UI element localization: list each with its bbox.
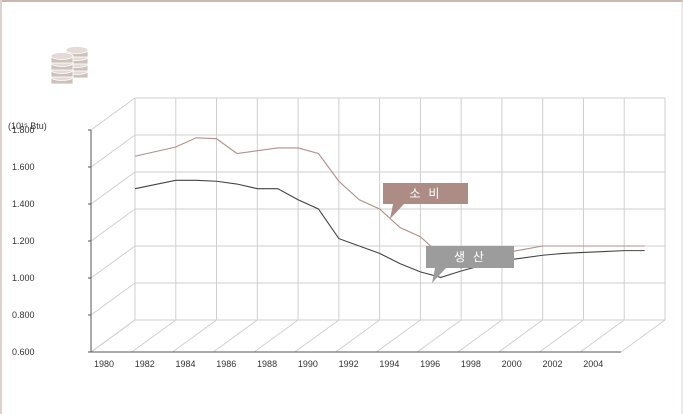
- x-tick-label: 1986: [216, 359, 236, 369]
- grid-floor-diagonal: [416, 319, 462, 353]
- grid-diagonal: [90, 208, 136, 242]
- grid-floor-diagonal: [539, 319, 584, 353]
- consumption-line: [134, 137, 645, 269]
- callout-box: [383, 183, 468, 204]
- y-tick-label: 1.200: [12, 236, 35, 246]
- grid: [90, 97, 666, 353]
- y-tick-label: 1.600: [12, 162, 35, 172]
- grid-floor-diagonal: [376, 319, 421, 353]
- disc-top: [50, 52, 74, 60]
- disc-top: [65, 46, 89, 54]
- grid-floor-diagonal: [253, 319, 299, 353]
- disc-stack-front: [50, 52, 74, 85]
- series-callouts: 소 비생 산: [383, 183, 514, 283]
- y-tick-label: 0.600: [12, 347, 35, 357]
- callout-pointer: [390, 204, 404, 219]
- consumption-callout: 소 비: [383, 183, 468, 219]
- grid-diagonal: [90, 97, 136, 131]
- production-line: [134, 179, 645, 279]
- series-lines: [134, 137, 645, 279]
- grid-floor-diagonal: [294, 319, 340, 353]
- grid-floor-diagonal: [213, 319, 258, 353]
- x-tick-label: 1980: [94, 359, 114, 369]
- grid-diagonal: [90, 245, 136, 279]
- callout-label: 소 비: [410, 187, 442, 201]
- grid-floor-diagonal: [131, 319, 177, 353]
- axes: [88, 129, 621, 353]
- grid-floor-diagonal: [579, 319, 625, 353]
- y-tick-label: 0.800: [12, 310, 35, 320]
- callout-box: [426, 246, 514, 268]
- grid-diagonal: [90, 134, 136, 168]
- x-tick-label: 1984: [176, 359, 196, 369]
- x-tick-label: 1998: [461, 359, 481, 369]
- y-tick-label: 1.800: [12, 125, 35, 135]
- y-tick-label: 1.000: [12, 273, 35, 283]
- grid-floor-diagonal: [457, 319, 503, 353]
- production-callout: 생 산: [426, 246, 514, 283]
- grid-floor-diagonal: [90, 319, 136, 353]
- grid-floor-diagonal: [335, 319, 380, 353]
- grid-floor-diagonal: [172, 319, 217, 353]
- database-stack-icon: [50, 46, 89, 85]
- y-unit-label: (10¹⁵ Btu): [8, 121, 47, 131]
- x-tick-label: 2002: [542, 359, 562, 369]
- grid-diagonal: [90, 171, 136, 205]
- x-tick-label: 1994: [379, 359, 399, 369]
- x-tick-label: 1990: [298, 359, 318, 369]
- grid-floor-diagonal: [498, 319, 543, 353]
- callout-pointer: [432, 268, 446, 283]
- x-tick-label: 1992: [339, 359, 359, 369]
- y-tick-label: 1.400: [12, 199, 35, 209]
- x-tick-labels: 1980 1982 1984 1986 1988 1990 1992 1994 1996 1998…: [94, 359, 603, 369]
- x-tick-label: 2000: [502, 359, 522, 369]
- x-tick-label: 2004: [583, 359, 603, 369]
- x-tick-label: 1988: [257, 359, 277, 369]
- grid-diagonal: [90, 282, 136, 316]
- callout-label: 생 산: [454, 250, 486, 264]
- x-tick-label: 1982: [135, 359, 155, 369]
- x-tick-label: 1996: [420, 359, 440, 369]
- grid-floor-right: [620, 319, 666, 353]
- y-tick-labels: 1.800 1.600 1.400 1.200 1.000 0.800 0.600: [12, 125, 35, 357]
